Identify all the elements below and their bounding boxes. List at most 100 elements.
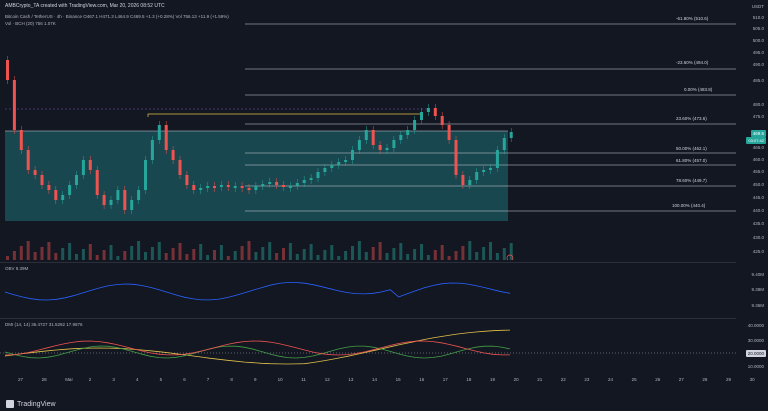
volume-bar (178, 243, 182, 260)
time-label: 18 (466, 377, 472, 382)
time-label: 22 (560, 377, 566, 382)
candle (351, 150, 354, 160)
volume-bar (116, 256, 120, 260)
volume-bar (40, 247, 44, 260)
fib-label: -61.80% (510.6) (676, 16, 709, 21)
volume-bar (12, 251, 16, 260)
dmi-level-tag: 20.0000 (745, 350, 766, 357)
candle (282, 185, 285, 187)
volume-bar (275, 253, 279, 260)
pane-separator[interactable] (0, 318, 736, 319)
price-tick: 505.0 (752, 26, 764, 31)
volume-bar (61, 248, 65, 260)
alert-icon (506, 254, 514, 260)
candle (489, 168, 492, 170)
price-tick: 455.0 (752, 169, 764, 174)
volume-bar (426, 255, 430, 260)
volume-bar (447, 256, 451, 260)
candle (116, 190, 120, 200)
candle (240, 186, 244, 188)
candle (275, 182, 279, 185)
volume-bar (385, 253, 389, 260)
price-tick: 425.0 (752, 249, 764, 254)
candle (364, 130, 368, 140)
time-axis[interactable]: 27 28 Mar 2 3 4 5 6 7 8 9 10 11 12 13 14 15 16 17 18 19 20 21 2… (0, 375, 755, 385)
dmi-tick: 40.0000 (747, 323, 764, 328)
time-label: 28 (41, 377, 47, 382)
candle (371, 130, 375, 145)
candle (47, 185, 51, 190)
volume-bar (337, 256, 341, 260)
candle (164, 125, 168, 150)
candle (178, 160, 182, 175)
minus-di-line (4, 340, 510, 356)
time-label: 28 (702, 377, 708, 382)
volume-bar (399, 243, 403, 260)
candle (344, 160, 348, 162)
candle (502, 138, 506, 150)
volume-bar (288, 243, 292, 260)
time-label: 10 (277, 377, 283, 382)
price-tick: 440.0 (752, 208, 764, 213)
volume-bar (316, 255, 320, 260)
volume-bar (88, 244, 92, 260)
dmi-pane[interactable] (0, 318, 736, 374)
volume-bar (468, 241, 472, 260)
price-axis[interactable]: USDT 510.0 505.0 500.0 495.0 490.0 485.0… (736, 0, 768, 389)
candle (426, 108, 430, 112)
volume-bar (75, 254, 78, 260)
candle (61, 195, 65, 200)
candle (309, 178, 313, 180)
volume-bar (26, 241, 30, 260)
time-label: 12 (324, 377, 330, 382)
candle (302, 180, 306, 183)
candles (6, 56, 513, 214)
time-label: 4 (136, 377, 139, 382)
obv-legend[interactable]: OBV 9.39M (5, 266, 29, 271)
candle (185, 175, 189, 185)
time-label: 6 (183, 377, 186, 382)
volume-bar (351, 246, 354, 260)
candle (26, 150, 30, 170)
volume-bar (226, 256, 230, 260)
volume-bar (344, 251, 348, 260)
volume-bar (489, 242, 492, 260)
time-label: 30 (749, 377, 755, 382)
price-tick: 480.0 (752, 102, 764, 107)
candle (385, 148, 389, 150)
fib-label: 100.00% (440.4) (672, 203, 706, 208)
price-axis-currency: USDT (751, 4, 764, 9)
candle (420, 112, 423, 120)
obv-tick: 9.36M (751, 303, 764, 308)
price-tick: 495.0 (752, 50, 764, 55)
time-label: 23 (584, 377, 590, 382)
price-tick: 500.0 (752, 38, 764, 43)
candle (406, 130, 410, 135)
candle-countdown: 03:07:42 (746, 137, 766, 144)
footer-brand[interactable]: TradingView (6, 400, 56, 408)
volume-bar (95, 255, 99, 260)
candle (226, 185, 230, 187)
price-chart[interactable] (0, 0, 736, 260)
candle (475, 172, 479, 180)
candle (254, 186, 258, 190)
volume-bar (219, 245, 223, 260)
volume-bar (233, 251, 237, 260)
current-price-tag: 469.5 (750, 130, 766, 137)
tradingview-logo-icon (6, 400, 14, 408)
obv-pane[interactable] (0, 262, 736, 318)
time-label: Mar (65, 377, 73, 382)
pane-separator[interactable] (0, 262, 736, 263)
volume-bar (413, 249, 417, 260)
volume-bar (185, 254, 189, 260)
fib-label: 61.80% (457.0) (676, 158, 707, 163)
volume-bar (213, 250, 216, 260)
dmi-legend[interactable]: DMI (14, 14) 36.4727 31.5282 17.9876 (5, 322, 83, 327)
volume-legend[interactable]: Vol · BCH (20) 756 1.07K (5, 21, 56, 26)
time-label: 3 (112, 377, 115, 382)
time-label: 24 (608, 377, 614, 382)
volume-bar (406, 254, 410, 260)
dmi-tick: 30.0000 (747, 338, 764, 343)
candle (495, 150, 499, 168)
symbol-info[interactable]: Bitcoin Cash / TetherUS · 4h · Binance O… (5, 14, 229, 19)
